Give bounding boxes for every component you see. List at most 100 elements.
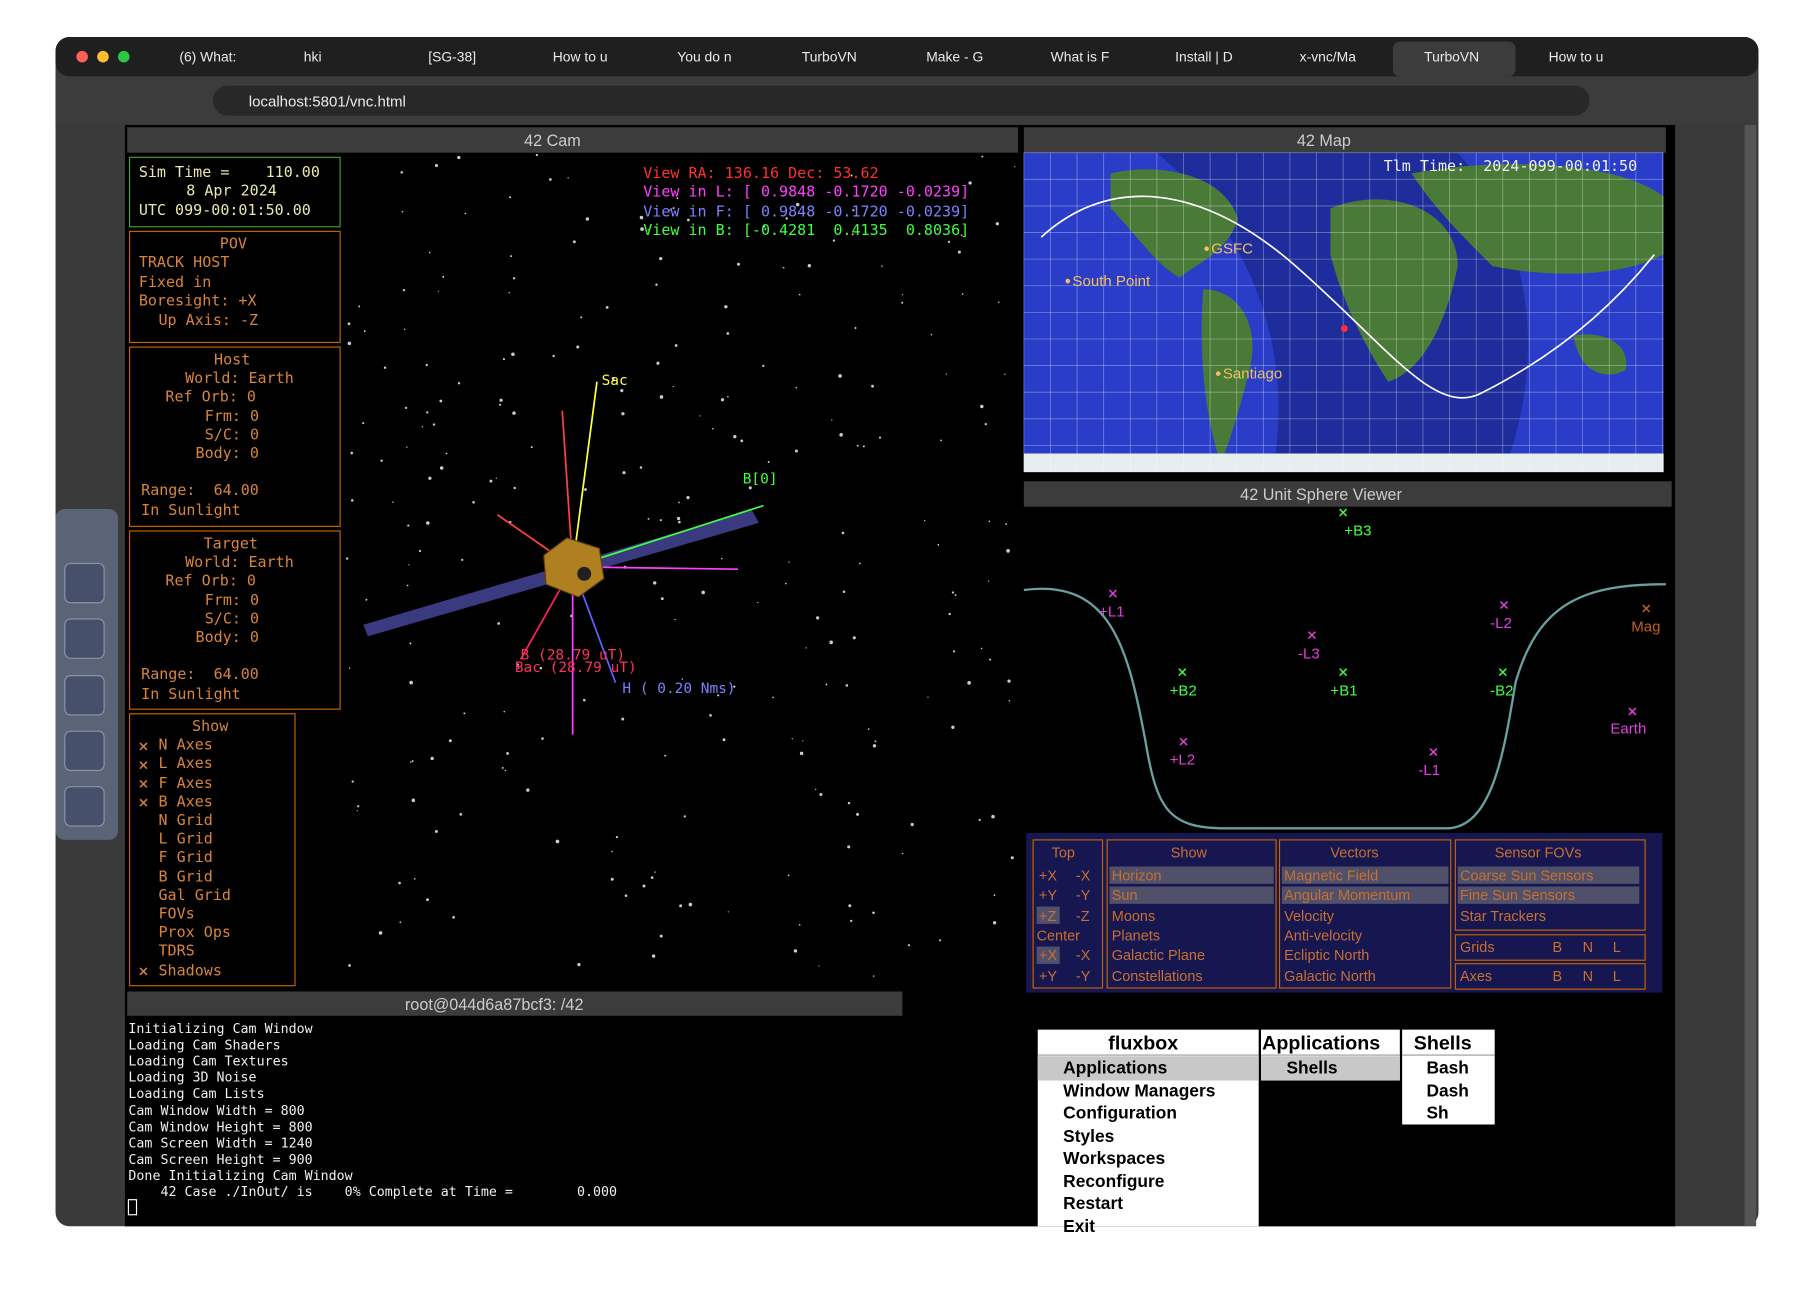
control-button[interactable]: Axes — [1459, 968, 1493, 985]
sidebar-button[interactable] — [64, 675, 105, 716]
control-button[interactable]: +X — [1038, 867, 1057, 884]
control-button[interactable]: Angular Momentum — [1284, 887, 1411, 904]
control-button[interactable]: Constellations — [1111, 967, 1203, 984]
axis — [571, 381, 598, 567]
tab[interactable]: TurboVN — [1424, 48, 1480, 65]
control-button[interactable]: Star Trackers — [1459, 907, 1546, 924]
control-button[interactable]: B — [1552, 968, 1563, 985]
star — [584, 488, 587, 491]
control-button[interactable]: +Y — [1038, 887, 1057, 904]
ground-track — [1040, 195, 1655, 399]
star — [1004, 373, 1006, 375]
star — [937, 544, 940, 546]
star — [960, 234, 963, 236]
menu-item[interactable]: Dash — [1426, 1081, 1469, 1101]
menu-item[interactable]: Sh — [1426, 1103, 1449, 1124]
sidebar-button[interactable] — [64, 730, 105, 772]
control-button[interactable]: +Z — [1038, 907, 1057, 924]
tab[interactable]: Make - G — [926, 48, 984, 65]
sidebar-button[interactable] — [64, 786, 105, 827]
control-button[interactable]: L — [1612, 968, 1621, 985]
control-button[interactable]: Galactic North — [1284, 967, 1376, 984]
label: In Sunlight — [141, 501, 241, 519]
star — [402, 288, 406, 292]
star — [819, 792, 823, 797]
star — [576, 345, 580, 349]
menu-item[interactable]: Configuration — [1063, 1103, 1177, 1124]
control-button[interactable]: Velocity — [1284, 907, 1335, 924]
control-button[interactable]: Magnetic Field — [1284, 867, 1379, 884]
menu-item[interactable]: Restart — [1063, 1193, 1123, 1214]
star — [910, 822, 914, 827]
control-button[interactable]: -Y — [1075, 967, 1091, 984]
tab[interactable]: How to u — [552, 48, 608, 65]
menu-item[interactable]: Shells — [1286, 1058, 1338, 1079]
tab[interactable]: Install | D — [1175, 48, 1233, 65]
control-button[interactable]: -Z — [1075, 907, 1090, 924]
menu-item[interactable]: Exit — [1063, 1216, 1096, 1237]
menu-item[interactable]: Window Managers — [1063, 1081, 1216, 1101]
tab[interactable]: You do n — [677, 48, 732, 65]
control-button[interactable]: B — [1552, 939, 1563, 956]
active-tab — [1392, 41, 1516, 77]
control-button[interactable]: Anti-velocity — [1284, 927, 1363, 944]
max-dot — [118, 50, 130, 63]
menu-item[interactable]: Styles — [1063, 1126, 1115, 1146]
marker — [1498, 668, 1507, 677]
control-button[interactable]: Fine Sun Sensors — [1459, 887, 1575, 904]
star — [727, 396, 729, 398]
tab[interactable]: x-vnc/Ma — [1299, 48, 1356, 65]
cursor — [127, 1199, 138, 1216]
tab[interactable]: How to u — [1548, 48, 1604, 65]
ground-station: Santiago — [1222, 364, 1283, 382]
menu-item[interactable]: Workspaces — [1063, 1148, 1166, 1169]
star — [881, 265, 883, 267]
control-button[interactable]: +Y — [1038, 967, 1057, 984]
control-button[interactable]: Coarse Sun Sensors — [1459, 867, 1594, 884]
control-button[interactable]: Center — [1036, 927, 1080, 944]
control-button[interactable]: Ecliptic North — [1284, 947, 1370, 964]
tab[interactable]: [SG-38] — [428, 48, 477, 65]
control-button[interactable]: Horizon — [1111, 867, 1162, 884]
sidebar-button[interactable] — [64, 618, 105, 659]
control-button[interactable]: N — [1582, 939, 1594, 956]
window-title: 42 Map — [1296, 130, 1351, 150]
control-button[interactable]: N — [1582, 968, 1594, 985]
tab[interactable]: (6) What: — [179, 48, 237, 65]
tab[interactable]: What is F — [1050, 48, 1110, 65]
menu-item[interactable]: Bash — [1426, 1058, 1469, 1079]
marker — [1108, 589, 1117, 598]
url-bar[interactable] — [212, 85, 1590, 116]
terminal-line: Cam Window Width = 800 — [128, 1101, 305, 1119]
control-button[interactable]: -Y — [1075, 887, 1091, 904]
menu-item[interactable]: Reconfigure — [1063, 1171, 1165, 1192]
control-button[interactable]: Planets — [1111, 927, 1161, 944]
label: Range: 64.00 — [141, 666, 259, 685]
panel-box — [128, 713, 296, 987]
star — [676, 516, 681, 521]
control-button[interactable]: Grids — [1459, 939, 1495, 956]
control-button[interactable]: +X — [1038, 947, 1057, 964]
tab[interactable]: TurboVN — [801, 48, 857, 65]
star — [848, 904, 852, 908]
control-button[interactable]: L — [1612, 939, 1621, 956]
star — [724, 305, 728, 309]
label: Show — [192, 718, 229, 736]
menu-item[interactable]: Applications — [1063, 1058, 1168, 1079]
star — [659, 519, 662, 522]
star — [720, 398, 725, 402]
tab[interactable]: hki — [303, 48, 322, 65]
star — [426, 411, 429, 414]
control-button[interactable]: Moons — [1111, 907, 1156, 924]
control-button[interactable]: Galactic Plane — [1111, 947, 1206, 964]
sidebar-button[interactable] — [64, 562, 105, 604]
star — [856, 812, 860, 816]
star — [980, 647, 983, 650]
marker — [1628, 707, 1637, 716]
star — [457, 155, 461, 160]
scrollbar[interactable] — [1744, 124, 1757, 1227]
control-button[interactable]: -X — [1075, 947, 1091, 964]
control-button[interactable]: Sun — [1111, 887, 1138, 904]
url[interactable]: localhost:5801/vnc.html — [248, 92, 406, 110]
control-button[interactable]: -X — [1075, 867, 1091, 884]
